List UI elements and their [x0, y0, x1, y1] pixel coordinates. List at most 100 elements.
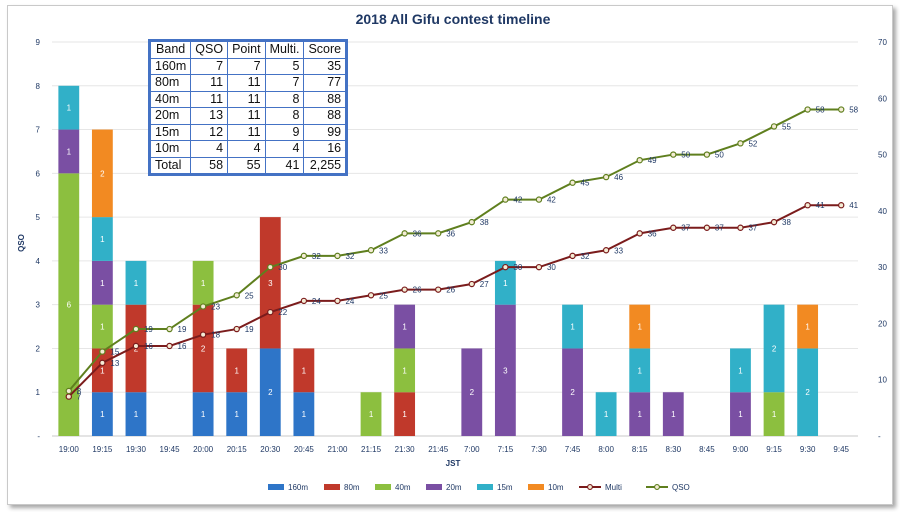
line-point: [99, 359, 106, 367]
x-tick-label: 8:15: [632, 445, 648, 454]
x-tick-label: 20:30: [260, 445, 281, 454]
bar-data-label: 1: [134, 279, 139, 288]
summary-header-cell: Point: [227, 41, 266, 59]
bar-data-label: 3: [268, 279, 273, 288]
bar-data-label: 1: [100, 235, 105, 244]
bar-segment: [629, 348, 651, 393]
y2-tick-label: 70: [878, 38, 887, 47]
bar-segment: [125, 392, 147, 436]
summary-cell: 11: [227, 74, 266, 92]
bar-data-label: 1: [402, 366, 407, 375]
bar-data-label: 1: [738, 366, 743, 375]
bar-segment: [394, 348, 416, 393]
line-point: [569, 252, 576, 260]
bar-segment: [461, 348, 483, 436]
bar-data-label: 2: [201, 344, 206, 353]
line-point: [670, 151, 677, 158]
y-tick-label: -: [37, 432, 40, 441]
bar-data-label: 1: [67, 147, 72, 156]
line-data-label: 41: [816, 201, 825, 210]
line-point: [267, 263, 274, 271]
bar-segment: [562, 348, 583, 436]
line-point: [569, 179, 576, 186]
line-point: [804, 106, 811, 113]
line-point: [602, 173, 610, 181]
y-axis-label: QSO: [17, 234, 26, 252]
line-point: [737, 224, 744, 231]
bar-data-label: 2: [470, 388, 475, 397]
x-tick-label: 8:45: [699, 445, 715, 454]
y2-tick-label: 30: [878, 263, 887, 272]
line-data-label: 32: [312, 252, 321, 261]
line-data-label: 38: [480, 218, 489, 227]
summary-cell: 99: [303, 123, 347, 141]
y-tick-label: 8: [36, 82, 41, 91]
line-data-label: 27: [480, 280, 489, 289]
line-point: [132, 325, 140, 333]
bar-data-label: 2: [100, 169, 105, 178]
bar-segment: [562, 304, 583, 349]
y2-tick-label: 20: [878, 319, 887, 328]
bar-data-label: 1: [67, 104, 72, 113]
bar-data-label: 2: [570, 388, 575, 397]
line-point: [132, 342, 140, 350]
legend-swatch: [426, 484, 442, 490]
x-tick-label: 7:45: [565, 445, 581, 454]
line-point: [199, 331, 207, 338]
bar-segment: [629, 304, 651, 349]
line-data-label: 30: [278, 263, 287, 272]
line-point: [300, 252, 308, 260]
legend-entry: 10m: [548, 483, 564, 492]
y-tick-label: 9: [36, 38, 41, 47]
bar-segment: [394, 304, 416, 349]
summary-cell: 40m: [149, 90, 192, 108]
bar-segment: [192, 392, 214, 436]
line-point: [166, 325, 173, 333]
line-point: [535, 196, 543, 203]
bar-segment: [58, 173, 80, 437]
line-point: [502, 196, 509, 203]
line-point: [435, 230, 442, 237]
line-data-label: 37: [715, 224, 724, 233]
bar-segment: [58, 129, 80, 174]
line-point: [838, 106, 845, 113]
bar-data-label: 1: [772, 410, 777, 419]
line-point: [636, 230, 643, 237]
bar-data-label: 1: [302, 366, 307, 375]
x-tick-label: 21:30: [395, 445, 416, 454]
x-tick-label: 9:15: [766, 445, 782, 454]
bar-segment: [494, 260, 516, 305]
line-data-label: 26: [413, 286, 422, 295]
line-point: [535, 263, 543, 271]
bar-segment: [763, 304, 785, 393]
line-point: [502, 263, 509, 271]
summary-row: Total 58 55 41 2,255: [149, 156, 347, 174]
bar-data-label: 1: [805, 323, 810, 332]
bar-data-label: 1: [234, 366, 239, 375]
line-data-label: 36: [413, 229, 422, 238]
x-tick-label: 19:45: [160, 445, 181, 454]
summary-cell: 88: [303, 90, 347, 108]
x-tick-label: 9:00: [733, 445, 749, 454]
bar-segment: [763, 392, 785, 436]
bar-segment: [91, 217, 113, 261]
line-data-label: 36: [446, 229, 455, 238]
summary-cell: 11: [227, 107, 266, 125]
line-multi: [68, 204, 842, 398]
bar-segment: [91, 260, 113, 305]
summary-cell: 12: [190, 123, 229, 141]
x-tick-label: 9:30: [800, 445, 816, 454]
summary-header-cell: Multi.: [264, 41, 305, 59]
bar-data-label: 1: [402, 410, 407, 419]
legend-entry: 160m: [288, 483, 308, 492]
summary-cell: 8: [264, 107, 305, 125]
line-data-label: 16: [178, 342, 187, 351]
y-tick-label: 7: [36, 126, 41, 135]
line-data-label: 19: [178, 325, 187, 334]
bar-segment: [797, 348, 819, 436]
line-point: [602, 247, 610, 254]
line-point: [804, 202, 811, 209]
bar-segment: [394, 392, 416, 436]
legend-swatch: [477, 484, 493, 490]
